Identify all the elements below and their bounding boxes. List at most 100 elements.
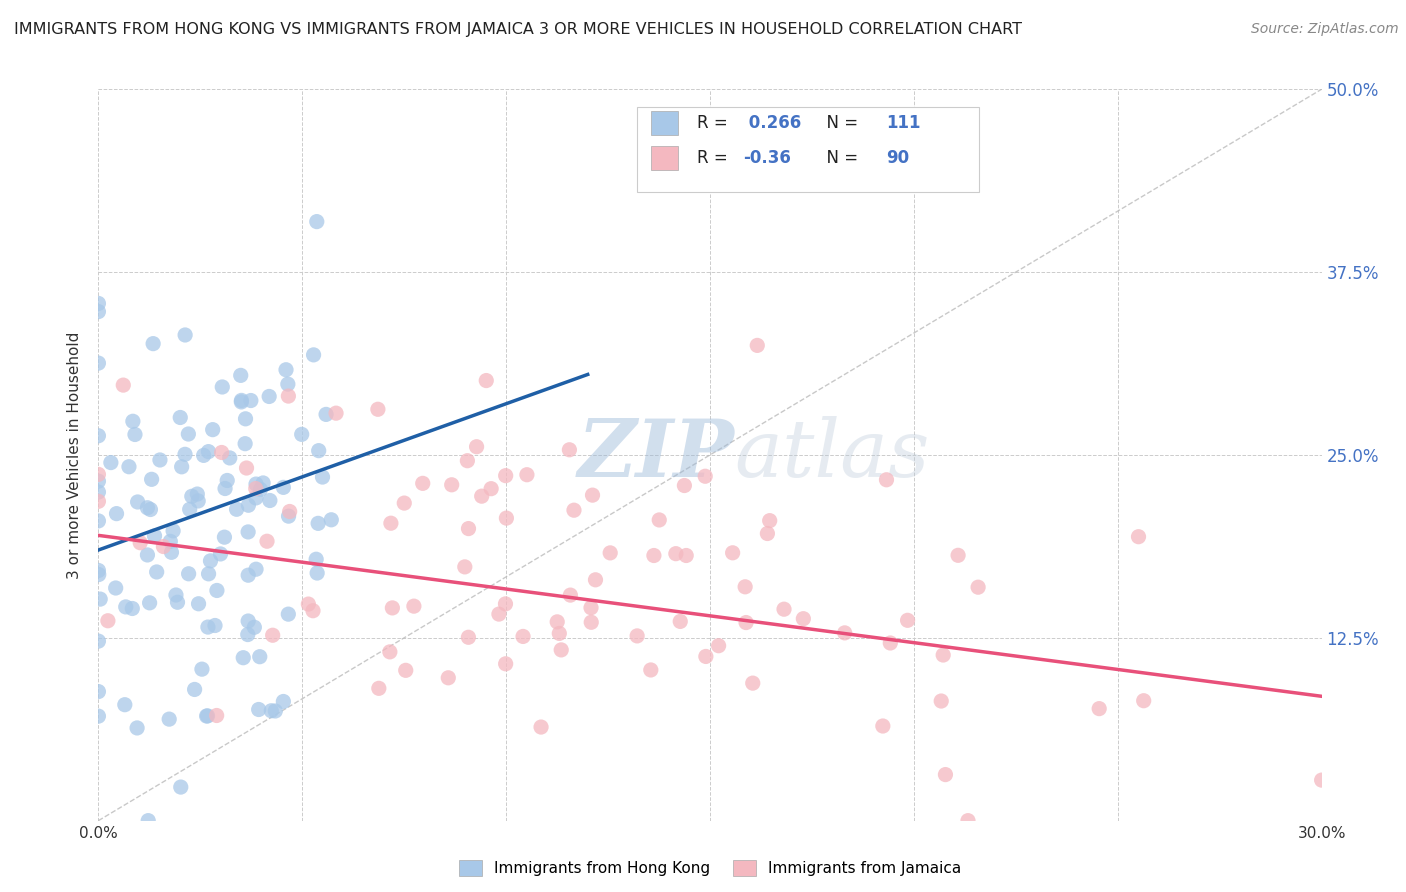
Bar [651,112,678,136]
Immigrants from Hong Kong [195,709,218,723]
Immigrants from Hong Kong [211,380,233,394]
Immigrants from Hong Kong [187,494,209,508]
Immigrants from Hong Kong [136,548,159,562]
Immigrants from Hong Kong [233,436,256,450]
Immigrants from Jamaica [560,588,582,602]
Immigrants from Jamaica [834,625,856,640]
Immigrants from Jamaica [512,629,534,643]
Immigrants from Hong Kong [321,513,343,527]
Immigrants from Hong Kong [87,429,110,443]
Immigrants from Jamaica [495,657,517,671]
Immigrants from Hong Kong [305,552,328,566]
Immigrants from Jamaica [665,547,688,561]
Immigrants from Jamaica [465,440,488,454]
Immigrants from Hong Kong [193,449,215,463]
Immigrants from Hong Kong [122,414,145,428]
Immigrants from Jamaica [675,549,697,563]
Immigrants from Hong Kong [166,595,188,609]
Immigrants from Hong Kong [160,545,183,559]
Immigrants from Jamaica [457,630,479,644]
Immigrants from Hong Kong [204,618,226,632]
Immigrants from Jamaica [380,516,402,531]
Immigrants from Jamaica [640,663,662,677]
Immigrants from Jamaica [454,560,477,574]
Immigrants from Hong Kong [87,564,110,578]
Immigrants from Hong Kong [225,502,247,516]
Immigrants from Hong Kong [201,423,224,437]
Immigrants from Hong Kong [174,447,197,461]
Immigrants from Hong Kong [177,427,200,442]
Text: atlas: atlas [734,417,929,493]
Immigrants from Hong Kong [149,453,172,467]
Immigrants from Jamaica [879,636,901,650]
Immigrants from Hong Kong [236,627,259,641]
Immigrants from Hong Kong [249,483,271,497]
Immigrants from Hong Kong [307,566,329,580]
Immigrants from Hong Kong [87,634,110,648]
Immigrants from Jamaica [437,671,460,685]
Immigrants from Hong Kong [87,356,110,370]
Immigrants from Hong Kong [114,599,136,614]
Immigrants from Jamaica [581,488,603,502]
Immigrants from Hong Kong [87,474,110,488]
Immigrants from Jamaica [934,767,956,781]
Immigrants from Hong Kong [231,393,253,408]
Immigrants from Hong Kong [243,620,266,634]
Text: -0.36: -0.36 [742,149,792,167]
Immigrants from Jamaica [956,814,979,828]
Immigrants from Hong Kong [170,459,193,474]
Immigrants from Hong Kong [138,596,160,610]
Immigrants from Jamaica [245,482,267,496]
Immigrants from Hong Kong [205,583,228,598]
Immigrants from Jamaica [395,664,418,678]
Immigrants from Jamaica [488,607,510,621]
Immigrants from Jamaica [747,338,769,352]
Immigrants from Jamaica [456,453,478,467]
Immigrants from Hong Kong [308,443,330,458]
Immigrants from Jamaica [792,612,814,626]
Immigrants from Jamaica [495,468,517,483]
Immigrants from Jamaica [412,476,434,491]
Immigrants from Hong Kong [141,472,163,486]
Immigrants from Jamaica [579,600,602,615]
Immigrants from Hong Kong [104,581,127,595]
Immigrants from Hong Kong [238,614,260,628]
Immigrants from Hong Kong [209,547,232,561]
Immigrants from Hong Kong [179,502,201,516]
Immigrants from Hong Kong [174,328,197,343]
Immigrants from Hong Kong [162,524,184,538]
Immigrants from Hong Kong [170,780,193,794]
Immigrants from Jamaica [129,535,152,549]
Immigrants from Jamaica [929,694,952,708]
Immigrants from Jamaica [302,604,325,618]
Immigrants from Jamaica [626,629,648,643]
Immigrants from Hong Kong [217,474,239,488]
Immigrants from Jamaica [87,467,110,482]
Immigrants from Jamaica [721,546,744,560]
Immigrants from Hong Kong [245,491,267,505]
Immigrants from Jamaica [440,477,463,491]
Immigrants from Jamaica [669,615,692,629]
Immigrants from Hong Kong [273,480,295,494]
Immigrants from Hong Kong [183,682,205,697]
Immigrants from Hong Kong [100,456,122,470]
Immigrants from Jamaica [1128,530,1150,544]
Immigrants from Jamaica [530,720,553,734]
Immigrants from Jamaica [773,602,796,616]
Immigrants from Jamaica [875,473,897,487]
Immigrants from Jamaica [297,597,319,611]
Immigrants from Hong Kong [291,427,314,442]
Immigrants from Hong Kong [143,529,166,543]
Immigrants from Hong Kong [127,495,149,509]
Text: ZIP: ZIP [578,417,734,493]
Immigrants from Jamaica [475,374,498,388]
Immigrants from Jamaica [562,503,585,517]
Immigrants from Hong Kong [245,562,267,576]
Immigrants from Hong Kong [200,554,222,568]
Immigrants from Jamaica [756,526,779,541]
Immigrants from Jamaica [550,643,572,657]
Immigrants from Hong Kong [273,694,295,708]
Immigrants from Jamaica [741,676,763,690]
Immigrants from Jamaica [967,580,990,594]
Immigrants from Jamaica [394,496,416,510]
